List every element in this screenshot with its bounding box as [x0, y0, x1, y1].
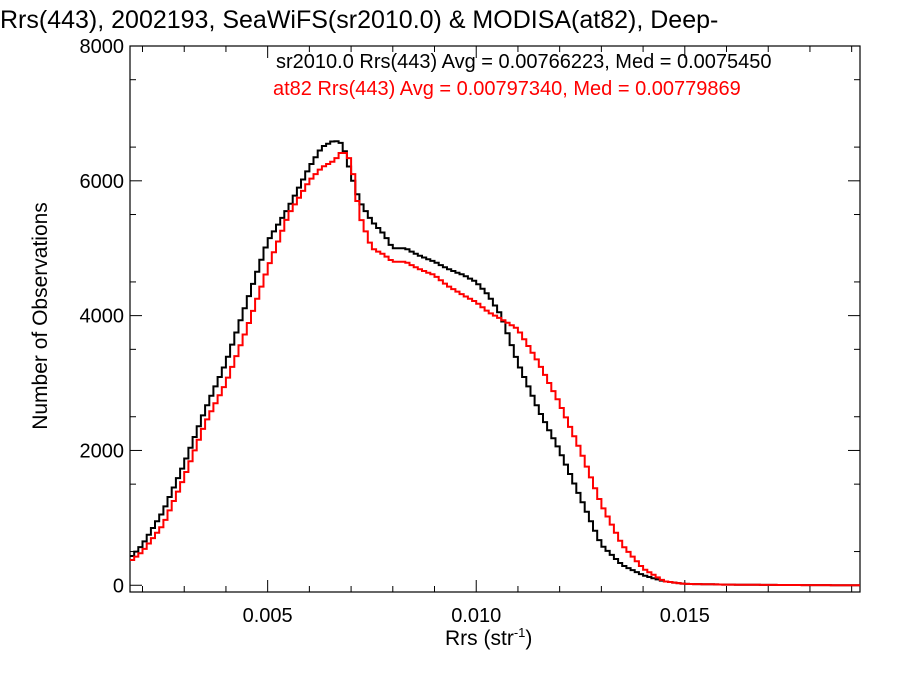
chart-title: Rrs(443), 2002193, SeaWiFS(sr2010.0) & M… — [0, 6, 718, 34]
x-tick-labels: 0.005 0.010 0.015 — [243, 605, 710, 627]
y-tick-label: 0 — [113, 575, 124, 597]
series-at82-line — [130, 152, 860, 587]
plot-area — [129, 45, 861, 593]
x-tick-label: 0.010 — [451, 605, 501, 627]
axis-ticks — [130, 45, 860, 592]
series-group — [130, 140, 860, 587]
x-axis-title-text: Rrs (str — [445, 627, 514, 650]
plot-frame — [129, 45, 861, 593]
x-axis-title-sup: -1 — [514, 625, 526, 640]
y-tick-label: 6000 — [80, 171, 125, 193]
x-tick-label: 0.005 — [243, 605, 293, 627]
annotation-black: sr2010.0 Rrs(443) Avg = 0.00766223, Med … — [276, 51, 772, 73]
y-tick-label: 4000 — [80, 306, 125, 328]
y-tick-label: 2000 — [80, 440, 125, 462]
annotation-red: at82 Rrs(443) Avg = 0.00797340, Med = 0.… — [273, 78, 741, 100]
x-tick-label: 0.015 — [660, 605, 710, 627]
x-axis-title: Rrs (str-1) — [445, 625, 532, 650]
x-axis-title-end: ) — [525, 627, 532, 650]
y-axis-title: Number of Observations — [29, 202, 52, 430]
y-tick-labels: 0 2000 4000 6000 8000 — [80, 36, 125, 597]
series-sr2010-line — [130, 140, 860, 587]
y-tick-label: 8000 — [80, 36, 125, 58]
